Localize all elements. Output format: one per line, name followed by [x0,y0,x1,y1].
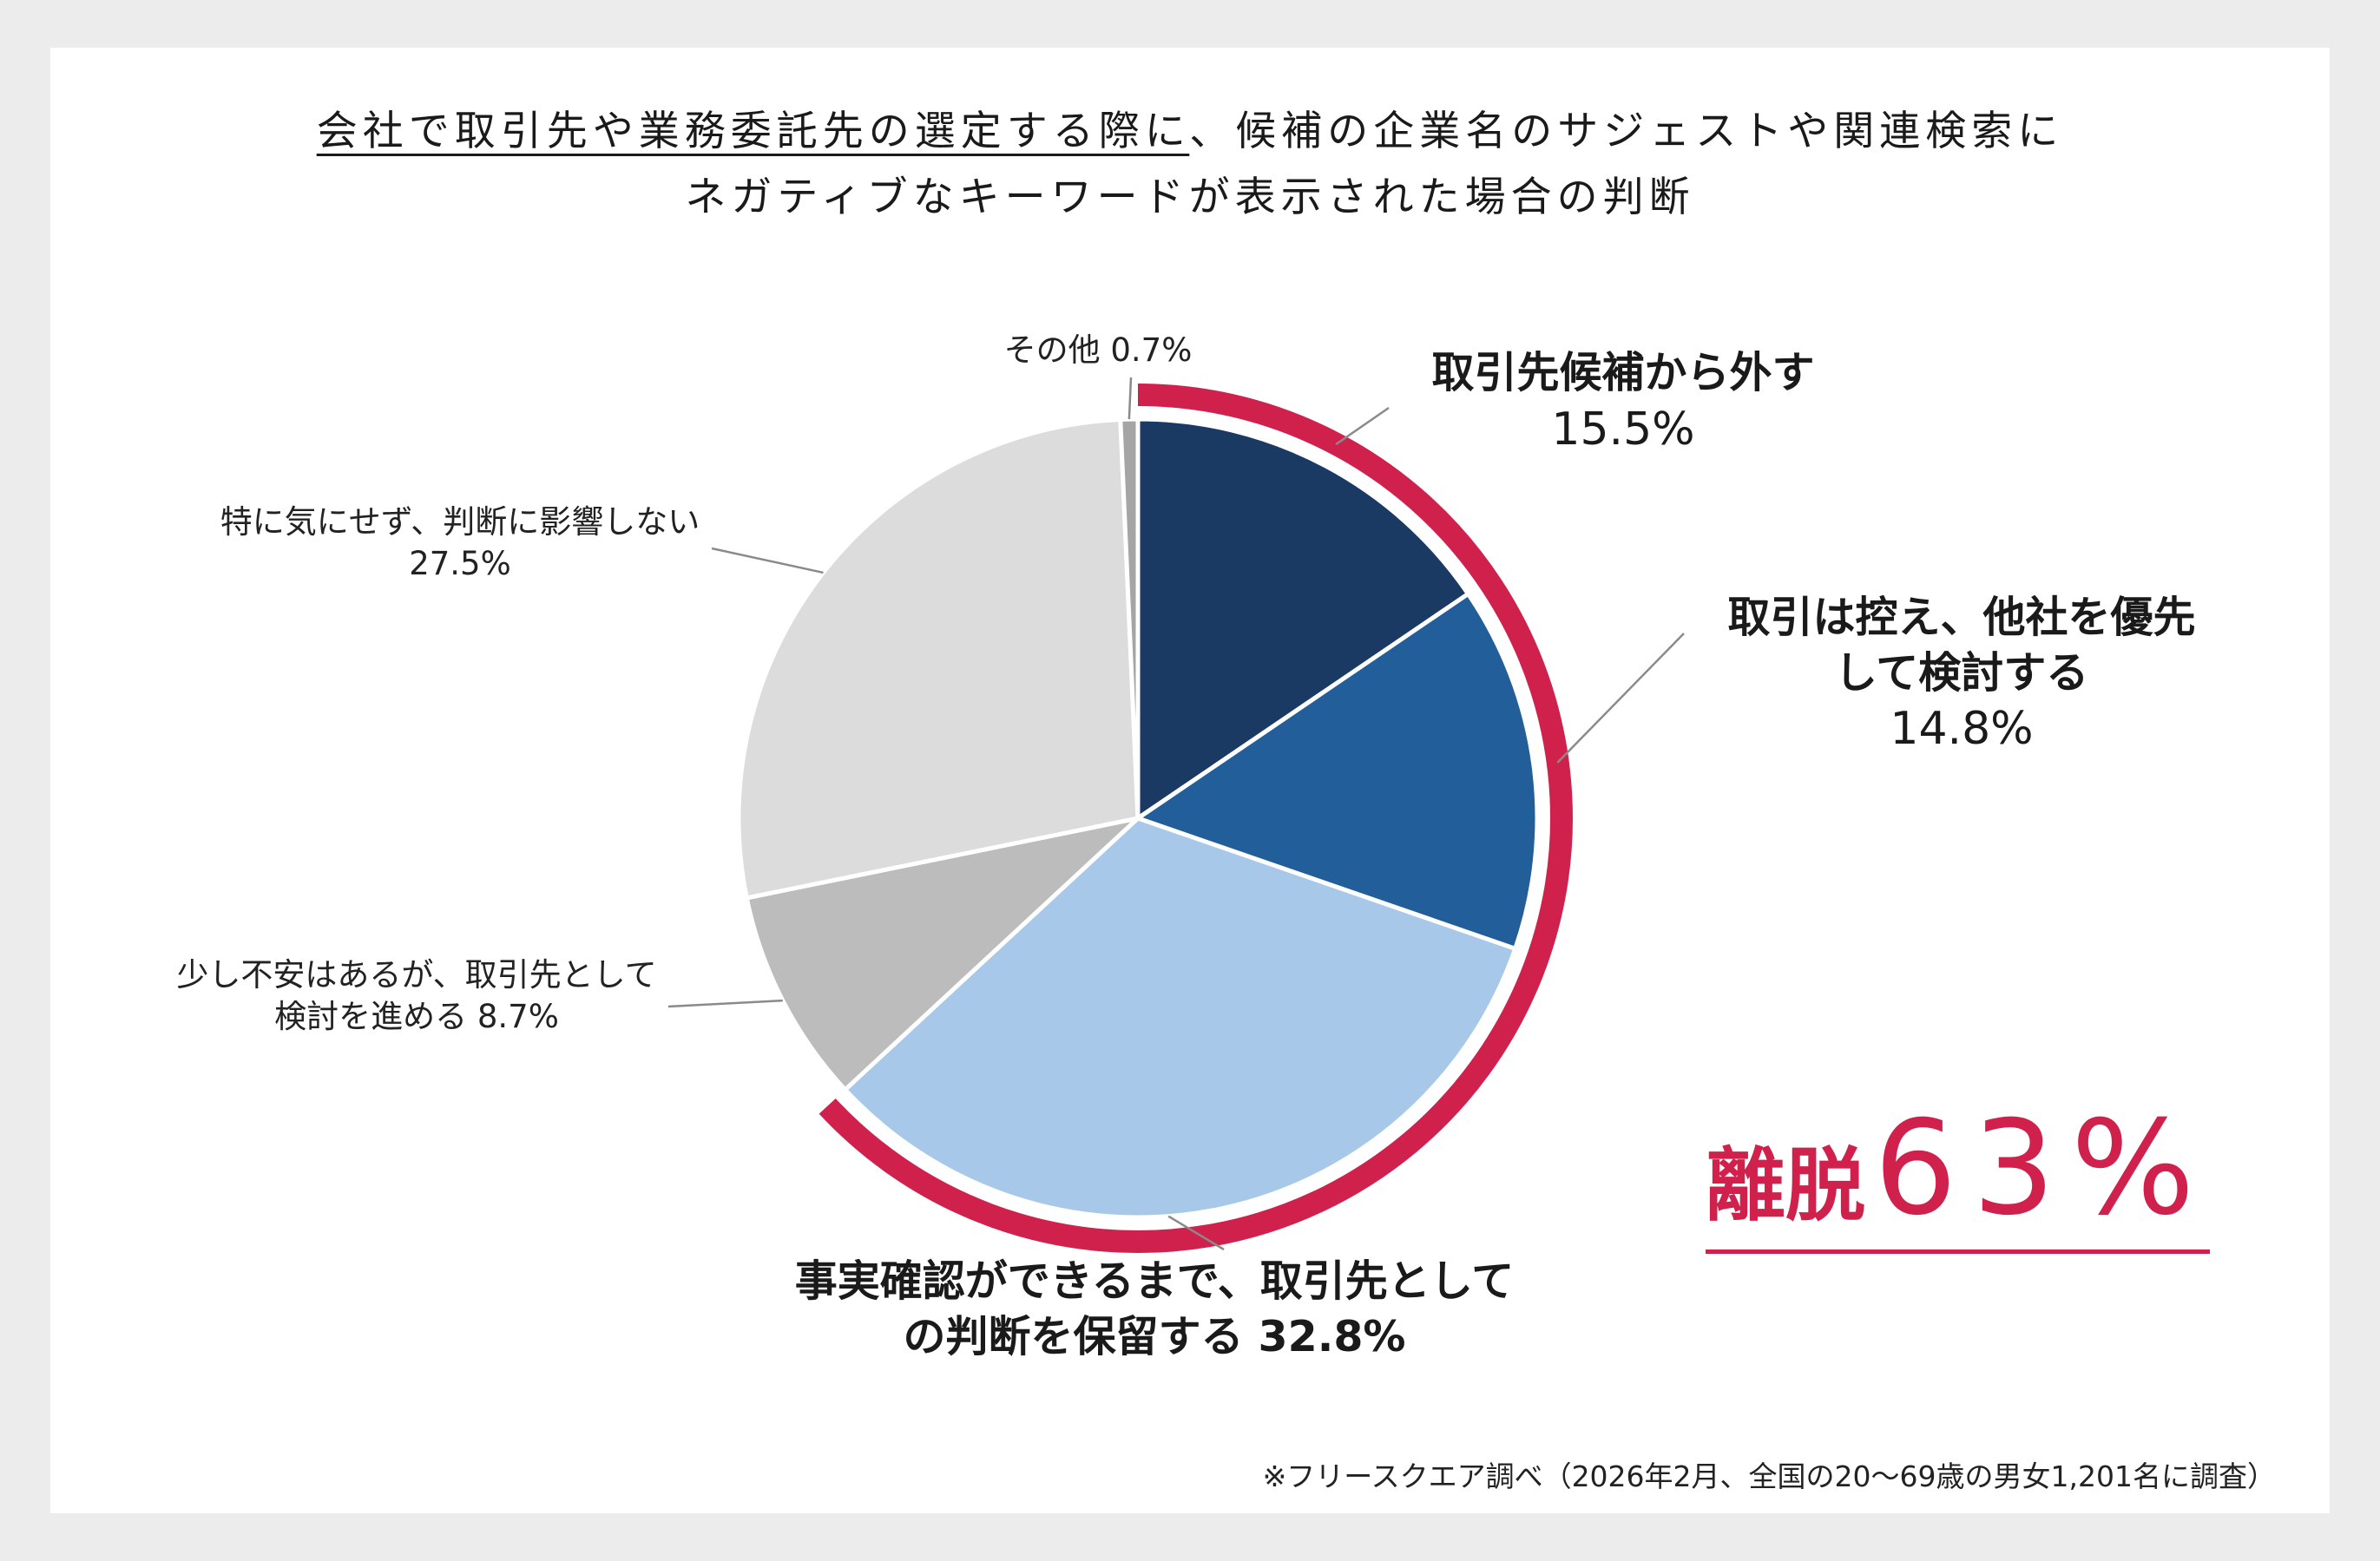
slice-label-text: 特に気にせず、判断に影響しない [220,503,700,541]
slice-label-no-effect: 特に気にせず、判断に影響しない 27.5% [191,502,729,585]
chart-title-line-1: 会社で取引先や業務委託先の選定する際に、候補の企業名のサジェストや関連検索に [0,97,2380,157]
slice-label-value: 15.5% [1551,403,1695,456]
leader-line-proceed-anyway [667,999,783,1008]
slice-label-text: 取引先候補から外す [1431,348,1815,397]
leader-line-no-effect [711,547,824,574]
leader-line-remove-candidate [1335,406,1390,446]
source-footnote: ※フリースクエア調べ（2026年2月、全国の20～69歳の男女1,201名に調査… [1262,1459,2276,1493]
exit-rate-value: 63% [1874,1093,2211,1244]
slice-label-text: して検討する [1834,647,2089,698]
slice-other [1118,416,1141,819]
exit-rate-callout: 離脱63% [1706,1093,2211,1254]
slice-remove-candidate [1135,416,1471,823]
leader-line-hold-judgment [1167,1215,1225,1251]
slice-label-hold-judgment: 事実確認ができるまで、取引先として の判断を保留する 32.8% [712,1254,1597,1364]
slice-label-proceed-anyway: 少し不安はあるが、取引先として 検討を進める 8.7% [139,954,694,1038]
slice-label-prefer-other: 取引は控え、他社を優先 して検討する 14.8% [1684,590,2239,759]
slice-proceed-anyway [744,814,1146,1093]
chart-title-line-2: ネガティブなキーワードが表示された場合の判断 [685,174,1695,221]
slice-no-effect [736,416,1141,901]
slice-label-value: 14.8% [1890,703,2034,756]
slice-label-text: その他 0.7% [1003,331,1193,369]
leader-lines [667,377,1685,1251]
slice-label-text: 事実確認ができるまで、取引先として [794,1256,1515,1306]
exit-highlight-ring [819,384,1573,1253]
slice-label-remove-candidate: 取引先候補から外す 15.5% [1354,345,1892,459]
slice-hold-judgment [842,816,1518,1220]
slice-prefer-other [1133,590,1540,952]
slice-label-text: の判断を保留する 32.8% [903,1311,1406,1361]
slice-label-text: 取引は控え、他社を優先 [1727,593,2196,642]
pie-slices [736,416,1540,1220]
leader-line-other [1128,377,1133,420]
exit-highlight-arc [819,384,1573,1253]
slice-label-other: その他 0.7% [955,330,1241,371]
exit-rate-label: 離脱 [1706,1139,1866,1232]
slice-label-text: 検討を進める 8.7% [274,998,559,1036]
leader-line-prefer-other [1556,633,1685,764]
title-rest-phrase: 、候補の企業名のサジェストや関連検索に [1189,108,2064,155]
slice-label-value: 27.5% [409,545,511,583]
slice-label-text: 少し不安はあるが、取引先として [176,956,657,994]
title-underlined-phrase: 会社で取引先や業務委託先の選定する際に [316,108,1190,155]
